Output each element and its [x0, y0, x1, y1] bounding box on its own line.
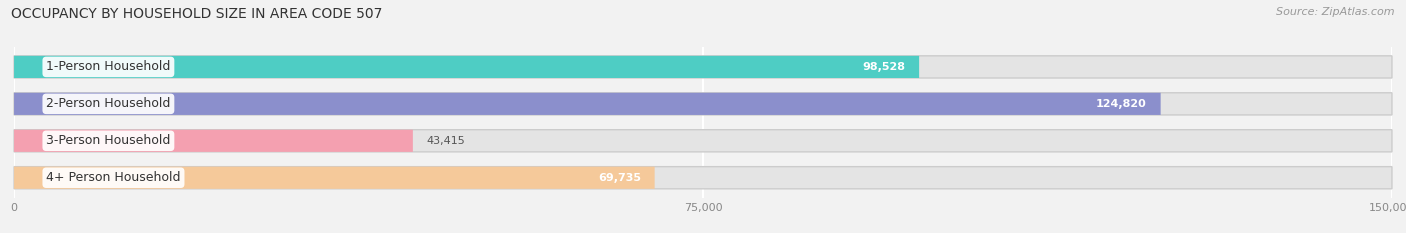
Text: OCCUPANCY BY HOUSEHOLD SIZE IN AREA CODE 507: OCCUPANCY BY HOUSEHOLD SIZE IN AREA CODE… — [11, 7, 382, 21]
FancyBboxPatch shape — [14, 130, 413, 152]
FancyBboxPatch shape — [14, 56, 920, 78]
FancyBboxPatch shape — [14, 130, 1392, 152]
FancyBboxPatch shape — [14, 167, 655, 189]
FancyBboxPatch shape — [14, 56, 1392, 78]
Text: 124,820: 124,820 — [1097, 99, 1147, 109]
FancyBboxPatch shape — [14, 93, 1392, 115]
Text: Source: ZipAtlas.com: Source: ZipAtlas.com — [1277, 7, 1395, 17]
Text: 3-Person Household: 3-Person Household — [46, 134, 170, 147]
FancyBboxPatch shape — [14, 167, 1392, 189]
Text: 43,415: 43,415 — [426, 136, 465, 146]
Text: 1-Person Household: 1-Person Household — [46, 60, 170, 73]
Text: 2-Person Household: 2-Person Household — [46, 97, 170, 110]
FancyBboxPatch shape — [14, 93, 1160, 115]
Text: 4+ Person Household: 4+ Person Household — [46, 171, 181, 184]
Text: 69,735: 69,735 — [598, 173, 641, 183]
Text: 98,528: 98,528 — [862, 62, 905, 72]
